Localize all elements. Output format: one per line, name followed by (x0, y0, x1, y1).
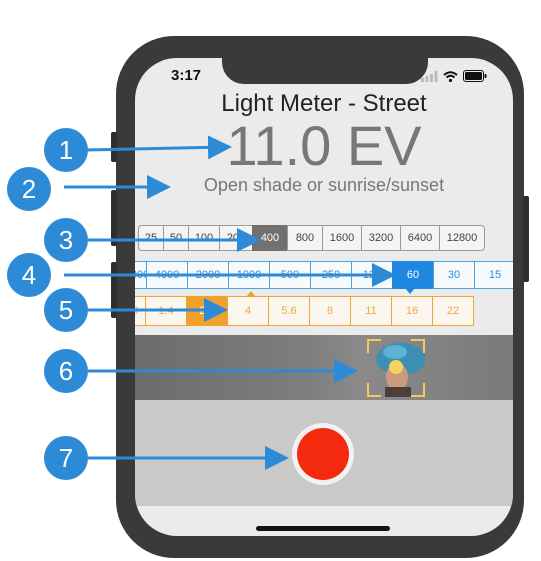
shutter-option[interactable]: 30 (433, 261, 475, 289)
capture-bar (135, 400, 513, 506)
home-indicator[interactable] (256, 526, 390, 531)
ev-readout: 11.0 EV (226, 114, 422, 177)
shutter-selection-pointer (405, 288, 415, 294)
aperture-option[interactable]: 16 (391, 296, 433, 326)
status-icons (421, 69, 487, 87)
callout-6: 6 (44, 349, 88, 393)
volume-down-button (111, 262, 117, 318)
camera-preview[interactable] (135, 335, 513, 400)
metering-point[interactable] (389, 360, 403, 374)
callout-3: 3 (44, 218, 88, 262)
silent-switch (111, 132, 117, 162)
iso-option[interactable]: 6400 (400, 225, 440, 251)
aperture-selection-pointer (246, 291, 256, 297)
iso-option[interactable]: 25 (138, 225, 164, 251)
callout-7: 7 (44, 436, 88, 480)
aperture-option[interactable]: 5.6 (268, 296, 310, 326)
volume-up-button (111, 190, 117, 246)
callout-arrow-1 (85, 135, 232, 160)
record-button-inner (297, 428, 349, 480)
status-time: 3:17 (171, 67, 202, 84)
app-screen: 3:17 Light Meter - Street 1 (135, 58, 513, 536)
aperture-option[interactable]: 22 (432, 296, 474, 326)
power-button (523, 196, 529, 282)
page-title: Light Meter - Street (221, 90, 427, 117)
iso-option[interactable]: 800 (287, 225, 323, 251)
shutter-option[interactable]: 15 (474, 261, 513, 289)
cellular-signal-icon (421, 69, 438, 87)
iso-option[interactable]: 1600 (322, 225, 362, 251)
callout-5: 5 (44, 288, 88, 332)
iso-option[interactable]: 12800 (439, 225, 485, 251)
callout-4: 4 (7, 253, 51, 297)
wifi-icon (443, 69, 458, 87)
focus-reticle[interactable] (367, 339, 425, 397)
callout-2: 2 (7, 167, 51, 211)
lighting-description: Open shade or sunrise/sunset (203, 175, 445, 195)
iso-option[interactable]: 3200 (361, 225, 401, 251)
battery-icon (463, 69, 487, 87)
notch (222, 58, 428, 84)
callout-1: 1 (44, 128, 88, 172)
preview-subject-image (376, 343, 425, 397)
record-button[interactable] (292, 423, 354, 485)
